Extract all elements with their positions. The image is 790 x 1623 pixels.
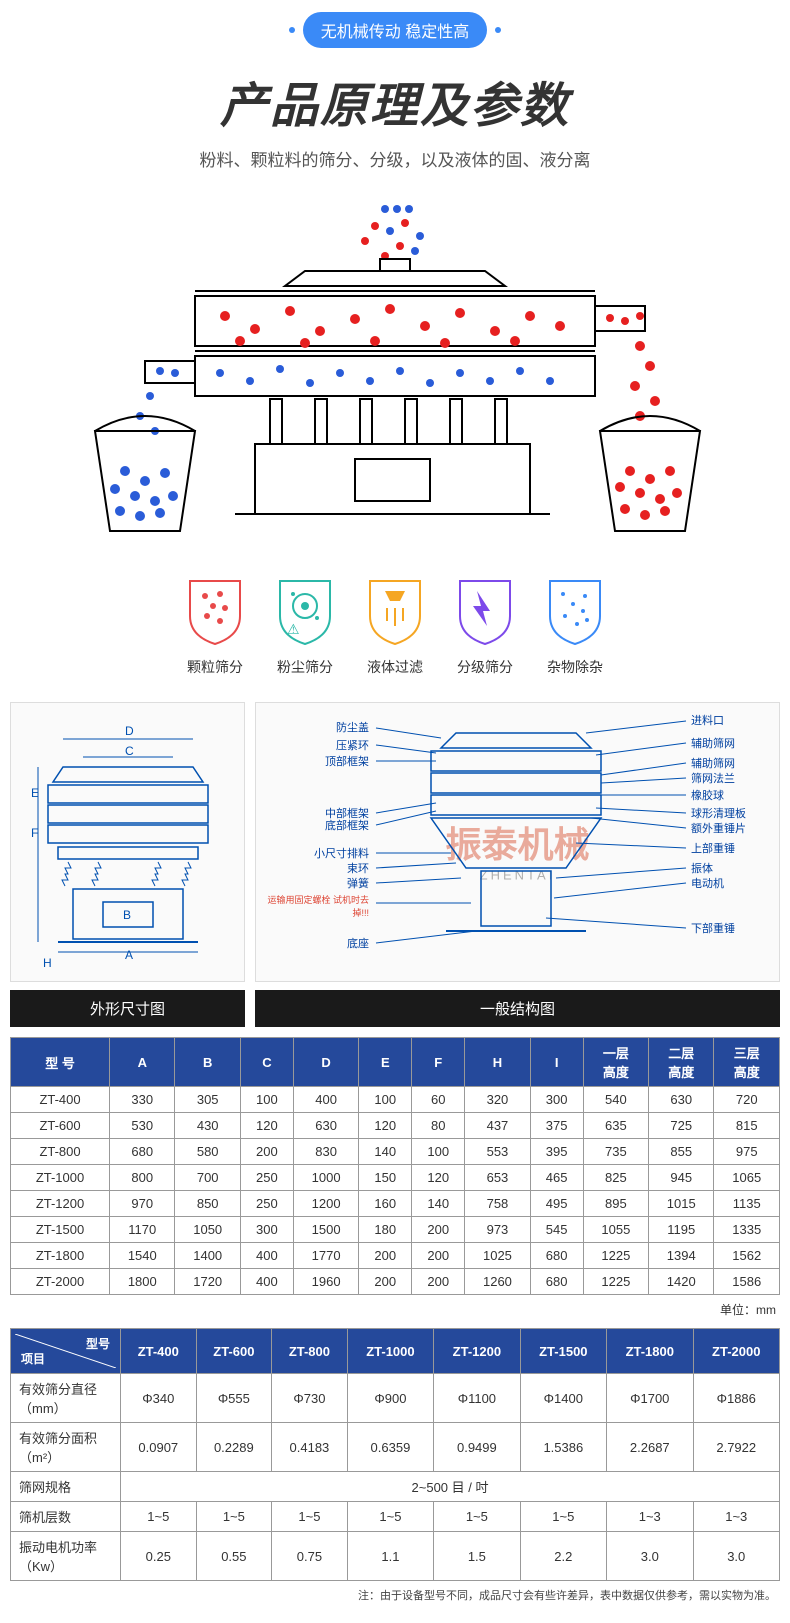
table-header: C [240,1038,293,1087]
icon-label: 粉尘筛分 [275,657,335,677]
table-row: ZT-60053043012063012080437375635725815 [11,1113,780,1139]
diagram-label: 辅助筛网 [691,755,735,771]
diagram-label: 压紧环 [259,737,369,753]
diagram-label: 橡胶球 [691,787,724,803]
diagram-label: 筛网法兰 [691,770,735,786]
icon-impurity: 杂物除杂 [545,576,605,677]
table-row: ZT-1200970850250120016014075849589510151… [11,1191,780,1217]
table-header: A [110,1038,175,1087]
table-row: 有效筛分直径（mm）Φ340Φ555Φ730Φ900Φ1100Φ1400Φ170… [11,1374,780,1423]
table-header: F [412,1038,465,1087]
icon-label: 液体过滤 [365,657,425,677]
table-header: ZT-1800 [607,1329,693,1374]
page-title: 产品原理及参数 [0,66,790,136]
table-row: 筛机层数1~51~51~51~51~51~51~31~3 [11,1502,780,1532]
table-row: ZT-2000180017204001960200200126068012251… [11,1269,780,1295]
table-row: 振动电机功率（Kw）0.250.550.751.11.52.23.03.0 [11,1532,780,1581]
table-header: I [530,1038,583,1087]
unit-note: 单位：mm [0,1301,790,1318]
icon-particle: 颗粒筛分 [185,576,245,677]
footnote: 注：由于设备型号不同，成品尺寸会有些许差异，表中数据仅供参考，需以实物为准。 [0,1587,790,1603]
svg-text:H: H [43,956,52,970]
structure-caption: 一般结构图 [255,990,780,1027]
icon-grade: 分级筛分 [455,576,515,677]
table-header: ZT-2000 [693,1329,780,1374]
diagram-label: 电动机 [691,875,724,891]
diagram-label: 额外重锤片 [691,820,746,836]
diagram-label: 辅助筛网 [691,735,735,751]
table-header: ZT-1200 [434,1329,520,1374]
table-row: ZT-800680580200830140100553395735855975 [11,1139,780,1165]
icon-liquid: 液体过滤 [365,576,425,677]
table-row: ZT-1000800700250100015012065346582594510… [11,1165,780,1191]
principle-diagram [0,191,790,561]
table-header: ZT-800 [272,1329,348,1374]
table-header: ZT-1000 [347,1329,433,1374]
svg-text:A: A [125,948,133,962]
spec-table-1: 型 号ABCDEFHI一层高度二层高度三层高度 ZT-4003303051004… [10,1037,780,1295]
table-header: B [175,1038,240,1087]
icon-label: 颗粒筛分 [185,657,245,677]
svg-text:C: C [125,744,134,758]
table-row: ZT-1500117010503001500180200973545105511… [11,1217,780,1243]
diagram-label: 顶部框架 [259,753,369,769]
svg-text:B: B [123,908,131,922]
diagram-label: 防尘盖 [259,719,369,735]
table-header: E [359,1038,412,1087]
spec-table-2: 型号项目ZT-400ZT-600ZT-800ZT-1000ZT-1200ZT-1… [10,1328,780,1581]
tech-caption-bar: 外形尺寸图 一般结构图 [0,990,790,1027]
diagram-label: 振体 [691,860,713,876]
table-header: H [465,1038,530,1087]
icon-label: 杂物除杂 [545,657,605,677]
tech-drawings-row: D C EF B A H 振泰机械 ZHENTAI [0,702,790,982]
table-header: 一层高度 [583,1038,648,1087]
dimension-caption: 外形尺寸图 [10,990,245,1027]
diagram-label: 上部重锤 [691,840,735,856]
diagram-label: 球形清理板 [691,805,746,821]
table-header: 三层高度 [714,1038,780,1087]
diagram-label: 束环 [259,860,369,876]
structure-drawing: 振泰机械 ZHENTAI 防尘盖压紧环顶部框架中部框架底部框架小尺寸排料束环弹簧… [255,702,780,982]
diagram-label: 小尺寸排料 [259,845,369,861]
table-header: ZT-1500 [520,1329,606,1374]
icon-dust: ⚠ 粉尘筛分 [275,576,335,677]
svg-text:D: D [125,724,134,738]
diagram-label: 底座 [259,935,369,951]
diagram-label: 下部重锤 [691,920,735,936]
feature-icons-row: 颗粒筛分 ⚠ 粉尘筛分 液体过滤 分级筛分 杂物除杂 [0,576,790,677]
table-header: 型 号 [11,1038,110,1087]
diagram-label: 进料口 [691,712,724,728]
diagram-label: 弹簧 [259,875,369,891]
table-row: ZT-1800154014004001770200200102568012251… [11,1243,780,1269]
svg-text:⚠: ⚠ [287,621,300,637]
icon-label: 分级筛分 [455,657,515,677]
diagram-label: 底部框架 [259,817,369,833]
sieve-diagram-svg [45,201,745,541]
table-row: ZT-40033030510040010060320300540630720 [11,1087,780,1113]
diagram-label: 运输用固定螺栓 试机时去掉!!! [259,893,369,919]
table-row: 有效筛分面积（m²）0.09070.22890.41830.63590.9499… [11,1423,780,1472]
table-header: D [293,1038,358,1087]
header-badge: 无机械传动 稳定性高 [303,12,487,48]
svg-text:F: F [31,826,38,840]
table-corner: 型号项目 [11,1329,121,1374]
table-header: ZT-400 [121,1329,197,1374]
table-row: 筛网规格2~500 目 / 吋 [11,1472,780,1502]
dimension-drawing: D C EF B A H [10,702,245,982]
table-header: 二层高度 [649,1038,714,1087]
table-header: ZT-600 [196,1329,272,1374]
page-subtitle: 粉料、颗粒料的筛分、分级，以及液体的固、液分离 [0,146,790,171]
